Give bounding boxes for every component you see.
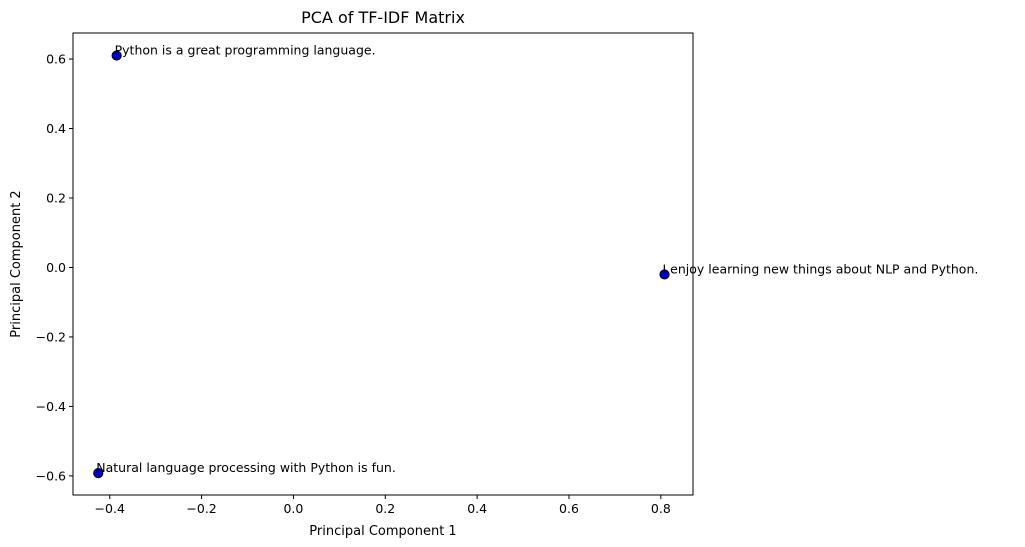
x-tick-label: 0.6 bbox=[559, 501, 579, 516]
x-tick-label: −0.2 bbox=[186, 501, 216, 516]
x-axis: −0.4 −0.2 0.0 0.2 0.4 0.6 0.8 bbox=[95, 495, 671, 516]
x-axis-label: Principal Component 1 bbox=[309, 524, 456, 539]
data-point-label: Python is a great programming language. bbox=[115, 43, 376, 58]
y-tick-label: 0.0 bbox=[46, 260, 66, 275]
x-tick-label: 0.4 bbox=[467, 501, 487, 516]
y-tick-label: 0.6 bbox=[46, 52, 66, 67]
plot-area-frame bbox=[72, 32, 694, 496]
data-point-label: I enjoy learning new things about NLP an… bbox=[663, 261, 979, 276]
x-tick-label: 0.8 bbox=[651, 501, 671, 516]
data-point bbox=[659, 269, 670, 280]
y-axis-label: Principal Component 2 bbox=[9, 190, 24, 337]
x-tick-label: −0.4 bbox=[95, 501, 125, 516]
y-tick-label: 0.4 bbox=[46, 121, 66, 136]
y-tick-label: −0.2 bbox=[36, 329, 66, 344]
y-tick-label: 0.2 bbox=[46, 191, 66, 206]
data-points: Python is a great programming language. I… bbox=[93, 43, 979, 479]
data-point bbox=[111, 50, 122, 61]
x-tick-label: 0.2 bbox=[375, 501, 395, 516]
data-point-label: Natural language processing with Python … bbox=[96, 460, 396, 475]
x-tick-label: 0.0 bbox=[283, 501, 303, 516]
data-point bbox=[93, 468, 104, 479]
chart-title: PCA of TF-IDF Matrix bbox=[301, 8, 465, 27]
y-tick-label: −0.4 bbox=[36, 399, 66, 414]
y-tick-label: −0.6 bbox=[36, 468, 66, 483]
y-axis: −0.6 −0.4 −0.2 0.0 0.2 0.4 0.6 bbox=[36, 52, 73, 483]
